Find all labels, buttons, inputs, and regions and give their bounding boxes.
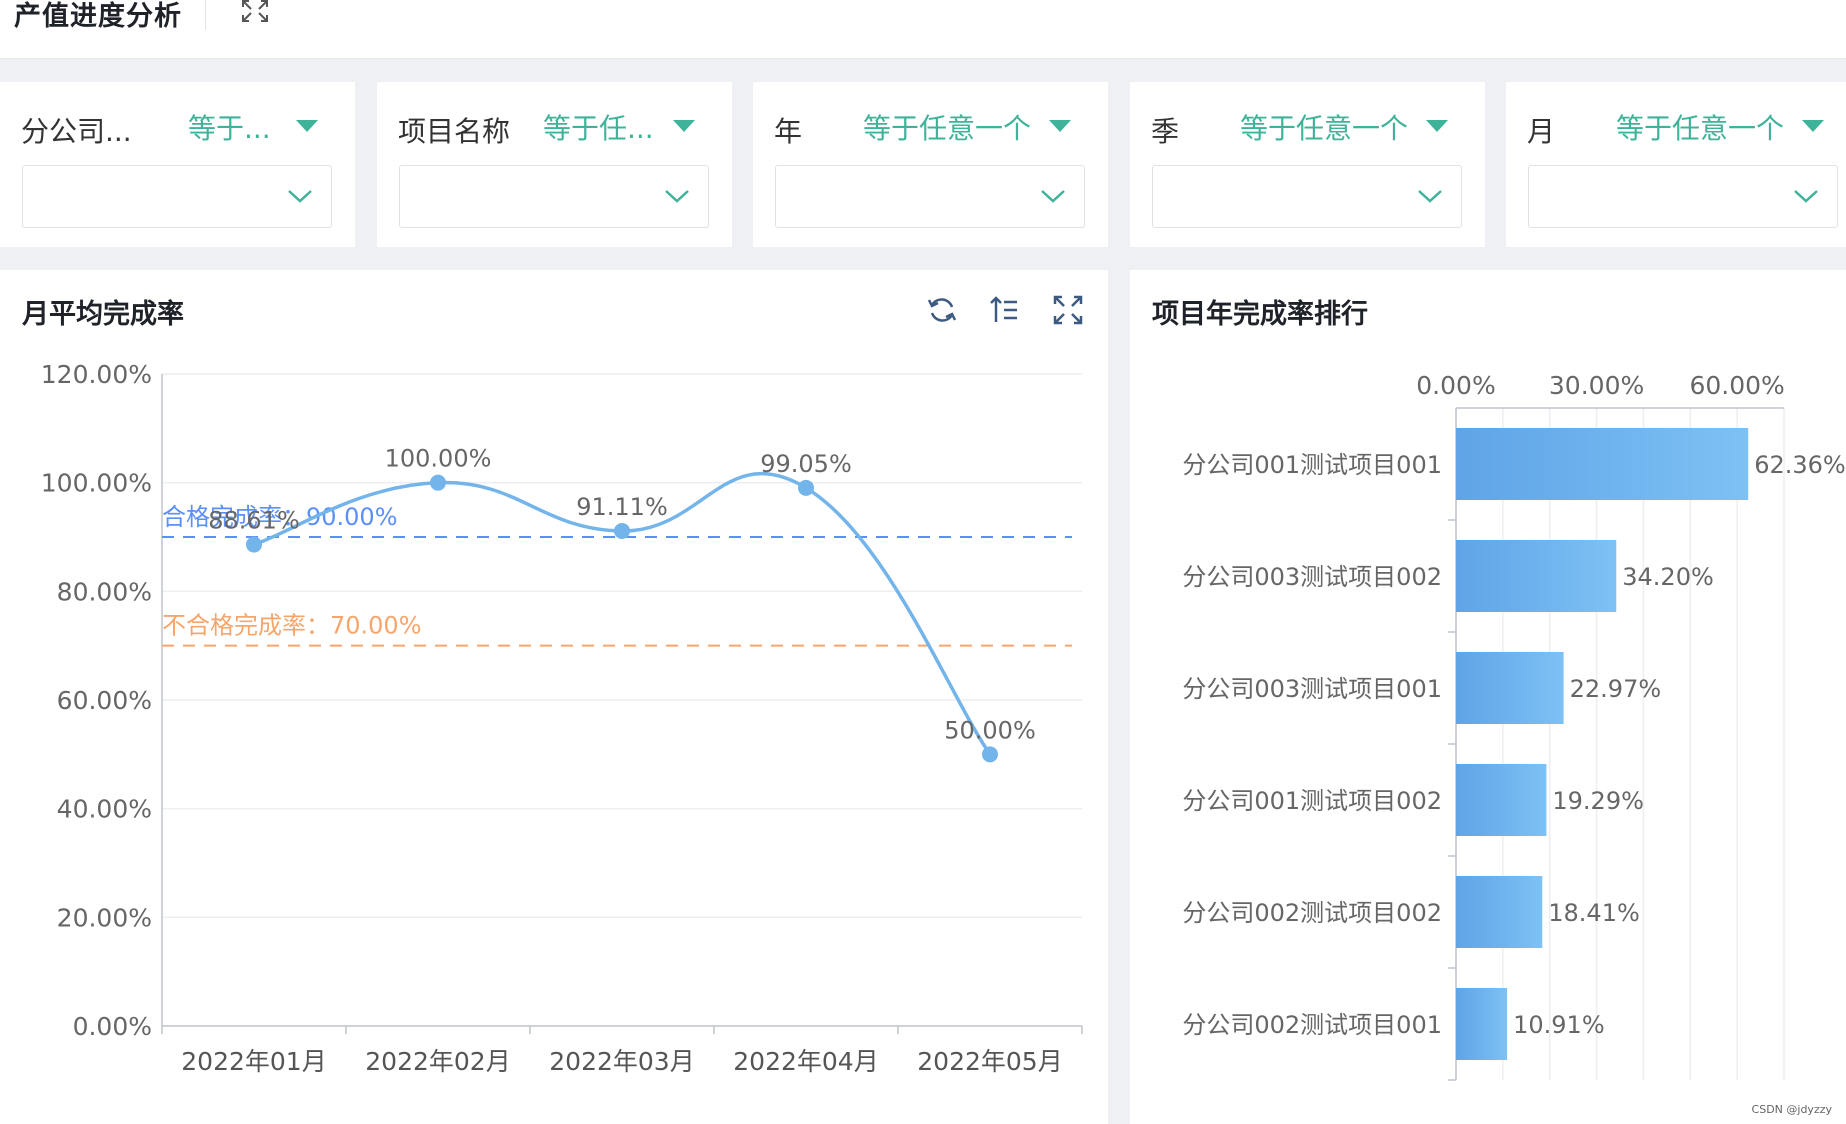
y-tick-label: 分公司002测试项目002 <box>1182 899 1442 927</box>
y-tick-label: 分公司002测试项目001 <box>1182 1011 1442 1039</box>
filter-label: 季 <box>1151 115 1180 148</box>
y-tick-label: 分公司001测试项目001 <box>1182 451 1442 479</box>
y-tick-label: 分公司003测试项目001 <box>1182 675 1442 703</box>
reference-line-label: 不合格完成率：70.00% <box>162 612 422 640</box>
y-tick-label: 80.00% <box>57 577 152 606</box>
data-label: 62.36% <box>1754 451 1846 479</box>
caret-down-icon[interactable] <box>673 120 695 132</box>
chevron-down-icon <box>1418 190 1442 203</box>
chevron-down-icon <box>1794 190 1818 203</box>
data-point <box>614 522 630 539</box>
y-tick-label: 40.00% <box>57 795 152 824</box>
data-label: 10.91% <box>1513 1011 1605 1039</box>
series-line <box>253 471 992 756</box>
line-chart: 0.00% 20.00% 40.00% 60.00% 80.00% 100.00% 120.… <box>41 360 1083 1076</box>
data-point <box>982 746 998 763</box>
caret-down-icon[interactable] <box>296 120 318 132</box>
filter-label: 分公司... <box>21 115 132 148</box>
filter-label: 月 <box>1527 115 1556 148</box>
filter-select[interactable] <box>775 165 1085 228</box>
filter-select[interactable] <box>1152 165 1462 228</box>
filter-card-branch: 分公司... 等于... <box>0 82 355 247</box>
refresh-icon[interactable] <box>926 294 958 326</box>
filter-operator[interactable]: 等于... <box>188 112 271 145</box>
x-tick-label: 2022年05月 <box>917 1047 1062 1076</box>
bar-chart: 0.00% 30.00% 60.00% 分公司001测试项目001 62.36% 分公司0… <box>1182 371 1846 1081</box>
x-tick-label: 2022年03月 <box>549 1047 694 1076</box>
chevron-down-icon <box>288 190 312 203</box>
data-point <box>430 474 446 491</box>
filter-label: 项目名称 <box>398 115 511 148</box>
data-label: 22.97% <box>1570 675 1662 703</box>
bar <box>1456 428 1749 500</box>
fullscreen-icon[interactable] <box>1052 294 1084 326</box>
expand-icon[interactable] <box>240 0 270 24</box>
bar <box>1456 876 1543 948</box>
chevron-down-icon <box>665 190 689 203</box>
y-tick-label: 0.00% <box>73 1012 152 1041</box>
filter-operator[interactable]: 等于任意一个 <box>1240 112 1409 145</box>
data-label: 100.00% <box>385 445 492 473</box>
x-tick-label: 2022年04月 <box>733 1047 878 1076</box>
reference-line-label: 合格完成率：90.00% <box>162 503 398 531</box>
data-label: 18.41% <box>1548 899 1640 927</box>
y-tick-label: 分公司003测试项目002 <box>1182 563 1442 591</box>
data-point <box>246 536 262 553</box>
x-tick-label: 2022年02月 <box>365 1047 510 1076</box>
bar <box>1456 652 1564 724</box>
title-divider <box>205 0 206 30</box>
filter-operator[interactable]: 等于任意一个 <box>863 112 1032 145</box>
filter-select[interactable] <box>399 165 709 228</box>
data-label: 34.20% <box>1622 563 1714 591</box>
page-title: 产值进度分析 <box>14 1 182 32</box>
top-bar: 产值进度分析 <box>0 0 1846 59</box>
y-tick-label: 100.00% <box>41 469 152 498</box>
data-label: 91.11% <box>576 493 668 521</box>
x-tick-label: 30.00% <box>1549 371 1644 400</box>
chevron-down-icon <box>1041 190 1065 203</box>
bar <box>1456 988 1508 1060</box>
filter-card-quarter: 季 等于任意一个 <box>1130 82 1485 247</box>
panel-title: 月平均完成率 <box>22 299 184 330</box>
data-label: 50.00% <box>944 716 1036 744</box>
filter-card-year: 年 等于任意一个 <box>753 82 1108 247</box>
caret-down-icon[interactable] <box>1426 120 1448 132</box>
y-tick-label: 120.00% <box>41 360 152 389</box>
filter-card-project: 项目名称 等于任... <box>377 82 732 247</box>
data-point <box>798 479 814 496</box>
bar <box>1456 540 1617 612</box>
line-chart-panel: 月平均完成率 0.00% 20.00% 40.00% 60.00% 80.00% 100.… <box>0 270 1108 1124</box>
y-tick-label: 20.00% <box>57 903 152 932</box>
filter-select[interactable] <box>1528 165 1838 228</box>
bar-chart-panel: 项目年完成率排行 0.00% 30.00% 60.00% 分公司001测试项目001 6… <box>1130 270 1846 1124</box>
bar <box>1456 764 1547 836</box>
data-label: 88.61% <box>208 507 300 535</box>
filter-select[interactable] <box>22 165 332 228</box>
watermark: CSDN @jdyzzy <box>1751 1103 1832 1116</box>
x-tick-label: 60.00% <box>1689 371 1784 400</box>
sort-icon[interactable] <box>988 294 1020 326</box>
data-label: 19.29% <box>1552 787 1644 815</box>
filter-operator[interactable]: 等于任... <box>543 112 654 145</box>
x-tick-label: 2022年01月 <box>181 1047 326 1076</box>
caret-down-icon[interactable] <box>1049 120 1071 132</box>
filter-label: 年 <box>774 115 803 148</box>
caret-down-icon[interactable] <box>1802 120 1824 132</box>
x-tick-label: 0.00% <box>1416 371 1495 400</box>
y-tick-label: 60.00% <box>57 686 152 715</box>
filter-card-month: 月 等于任意一个 <box>1506 82 1846 247</box>
data-label: 99.05% <box>760 450 852 478</box>
panel-title: 项目年完成率排行 <box>1152 299 1368 330</box>
y-tick-label: 分公司001测试项目002 <box>1182 787 1442 815</box>
filter-operator[interactable]: 等于任意一个 <box>1616 112 1785 145</box>
